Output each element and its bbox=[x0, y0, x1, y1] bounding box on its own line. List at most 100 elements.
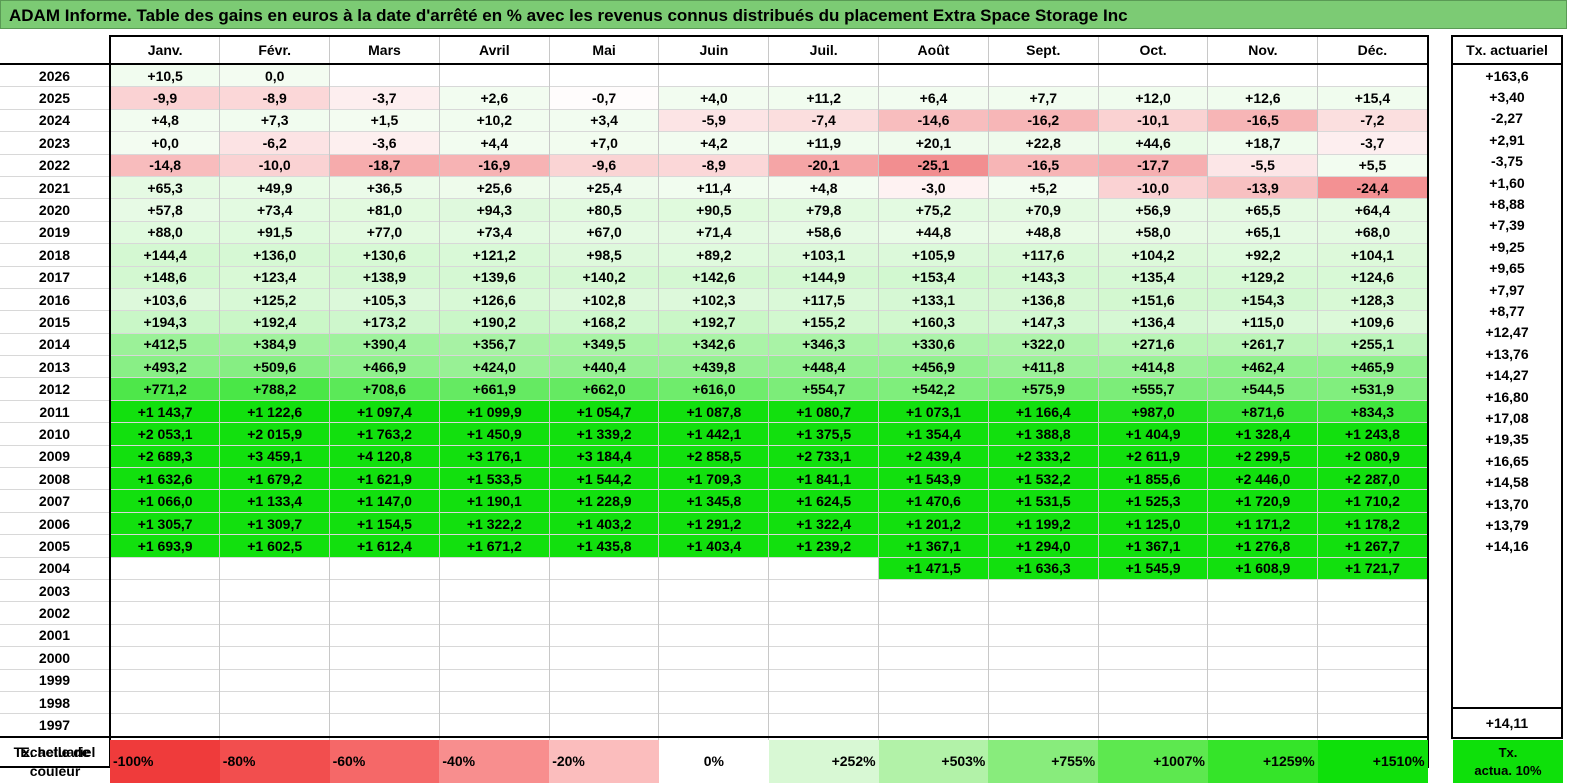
value-cell: +414,8 bbox=[1097, 355, 1209, 378]
side-tx-cell: +163,6 bbox=[1451, 64, 1563, 87]
value-cell: +1 367,1 bbox=[1097, 534, 1209, 558]
table-row: 2021 +65,3 +49,9 +36,5 +25,6 +25,4 +11,4 +4,8 -3… bbox=[0, 175, 1429, 199]
value-cell: +18,7 bbox=[1207, 131, 1319, 155]
value-cell: +71,4 bbox=[658, 220, 770, 244]
value-cell: +1 612,4 bbox=[329, 534, 440, 558]
value-cell bbox=[438, 623, 550, 647]
year-label: 1997 bbox=[0, 713, 111, 737]
value-cell: +104,1 bbox=[1317, 243, 1429, 267]
side-tx-cell: +2,91 bbox=[1451, 129, 1563, 151]
value-cell bbox=[548, 578, 660, 602]
scale-swatch: +252% bbox=[768, 740, 879, 783]
value-cell bbox=[438, 668, 550, 692]
value-cell: +130,6 bbox=[329, 243, 440, 267]
value-cell: -16,9 bbox=[438, 153, 550, 177]
year-label: 2014 bbox=[0, 332, 111, 356]
value-cell: +109,6 bbox=[1317, 310, 1429, 334]
value-cell: -14,8 bbox=[109, 153, 221, 177]
year-label: 2005 bbox=[0, 534, 111, 558]
value-cell bbox=[1207, 601, 1319, 625]
value-cell: -13,9 bbox=[1207, 175, 1319, 199]
value-cell bbox=[878, 601, 989, 625]
value-cell: -8,9 bbox=[658, 153, 770, 177]
side-tx-cell bbox=[1451, 663, 1563, 686]
value-cell: +142,6 bbox=[658, 265, 770, 289]
table-row: 2020 +57,8 +73,4 +81,0 +94,3 +80,5 +90,5 +79,8 +… bbox=[0, 198, 1429, 222]
value-cell: +4 120,8 bbox=[329, 444, 440, 468]
value-cell: +384,9 bbox=[219, 332, 331, 356]
value-cell: +102,8 bbox=[548, 287, 660, 311]
value-cell bbox=[987, 668, 1099, 692]
value-cell: +424,0 bbox=[438, 355, 550, 378]
value-cell: +1 054,7 bbox=[548, 399, 660, 423]
value-cell: +1 720,9 bbox=[1207, 489, 1319, 513]
value-cell: +7,3 bbox=[219, 108, 331, 132]
value-cell: +36,5 bbox=[329, 175, 440, 199]
year-label: 2016 bbox=[0, 287, 111, 311]
value-cell bbox=[1207, 690, 1319, 714]
value-cell: -17,7 bbox=[1097, 153, 1209, 177]
value-cell: +58,6 bbox=[768, 220, 880, 244]
value-cell bbox=[768, 63, 880, 87]
value-cell bbox=[548, 556, 660, 580]
value-cell: +49,9 bbox=[219, 175, 331, 199]
value-cell: +1 636,3 bbox=[987, 556, 1099, 580]
value-cell: +151,6 bbox=[1097, 287, 1209, 311]
value-cell bbox=[548, 713, 660, 737]
value-cell: +73,4 bbox=[219, 198, 331, 222]
scale-swatch: -40% bbox=[439, 740, 550, 783]
value-cell bbox=[768, 601, 880, 625]
value-cell: +1 125,0 bbox=[1097, 511, 1209, 535]
value-cell bbox=[438, 578, 550, 602]
value-cell: +1 122,6 bbox=[219, 399, 331, 423]
table-row: 2006 +1 305,7 +1 309,7 +1 154,5 +1 322,2 +1 4… bbox=[0, 511, 1429, 535]
value-cell: +125,2 bbox=[219, 287, 331, 311]
value-cell: +153,4 bbox=[878, 265, 989, 289]
value-cell: +68,0 bbox=[1317, 220, 1429, 244]
year-label: 2004 bbox=[0, 556, 111, 580]
value-cell: -7,4 bbox=[768, 108, 880, 132]
side-tx-cell: +13,79 bbox=[1451, 514, 1563, 536]
value-cell: +80,5 bbox=[548, 198, 660, 222]
value-cell bbox=[1317, 713, 1429, 737]
value-cell bbox=[219, 601, 331, 625]
month-header: Avril bbox=[438, 35, 550, 65]
value-cell: +65,3 bbox=[109, 175, 221, 199]
value-cell bbox=[987, 646, 1099, 670]
value-cell: +1 328,4 bbox=[1207, 422, 1319, 446]
value-cell bbox=[109, 578, 221, 602]
value-cell: +7,0 bbox=[548, 131, 660, 155]
value-cell: +1 099,9 bbox=[438, 399, 550, 423]
value-cell bbox=[658, 578, 770, 602]
value-cell bbox=[219, 578, 331, 602]
year-label: 2026 bbox=[0, 63, 111, 87]
value-cell: +105,9 bbox=[878, 243, 989, 267]
value-cell bbox=[438, 601, 550, 625]
value-cell bbox=[987, 578, 1099, 602]
value-cell: -25,1 bbox=[878, 153, 989, 177]
value-cell: +1 097,4 bbox=[329, 399, 440, 423]
scale-swatch: -100% bbox=[110, 740, 220, 783]
value-cell: +1 171,2 bbox=[1207, 511, 1319, 535]
value-cell bbox=[1097, 646, 1209, 670]
table-row: 2025 -9,9 -8,9 -3,7 +2,6 -0,7 +4,0 +11,2 +6,4 +7,… bbox=[0, 86, 1429, 110]
value-cell: -14,6 bbox=[878, 108, 989, 132]
value-cell bbox=[1207, 713, 1319, 737]
value-cell: +89,2 bbox=[658, 243, 770, 267]
scale-swatch: +1007% bbox=[1098, 740, 1208, 783]
value-cell: +456,9 bbox=[878, 355, 989, 378]
value-cell: +194,3 bbox=[109, 310, 221, 334]
value-cell bbox=[1207, 63, 1319, 87]
table-row: 2014 +412,5 +384,9 +390,4 +356,7 +349,5 +342,6… bbox=[0, 332, 1429, 356]
side-tx-cell bbox=[1451, 556, 1563, 579]
value-cell: +1 403,4 bbox=[658, 534, 770, 558]
value-cell bbox=[1207, 578, 1319, 602]
value-cell: -10,1 bbox=[1097, 108, 1209, 132]
table-row: 2003 bbox=[0, 578, 1429, 602]
value-cell bbox=[1097, 601, 1209, 625]
color-scale: Echelle de couleur -100% -80% -60% -40% -20%… bbox=[0, 740, 1428, 783]
value-cell: +12,0 bbox=[1097, 86, 1209, 110]
value-cell: -10,0 bbox=[1097, 175, 1209, 199]
table-row: 2012 +771,2 +788,2 +708,6 +661,9 +662,0 +616,0… bbox=[0, 377, 1429, 401]
value-cell: +1 367,1 bbox=[878, 534, 989, 558]
